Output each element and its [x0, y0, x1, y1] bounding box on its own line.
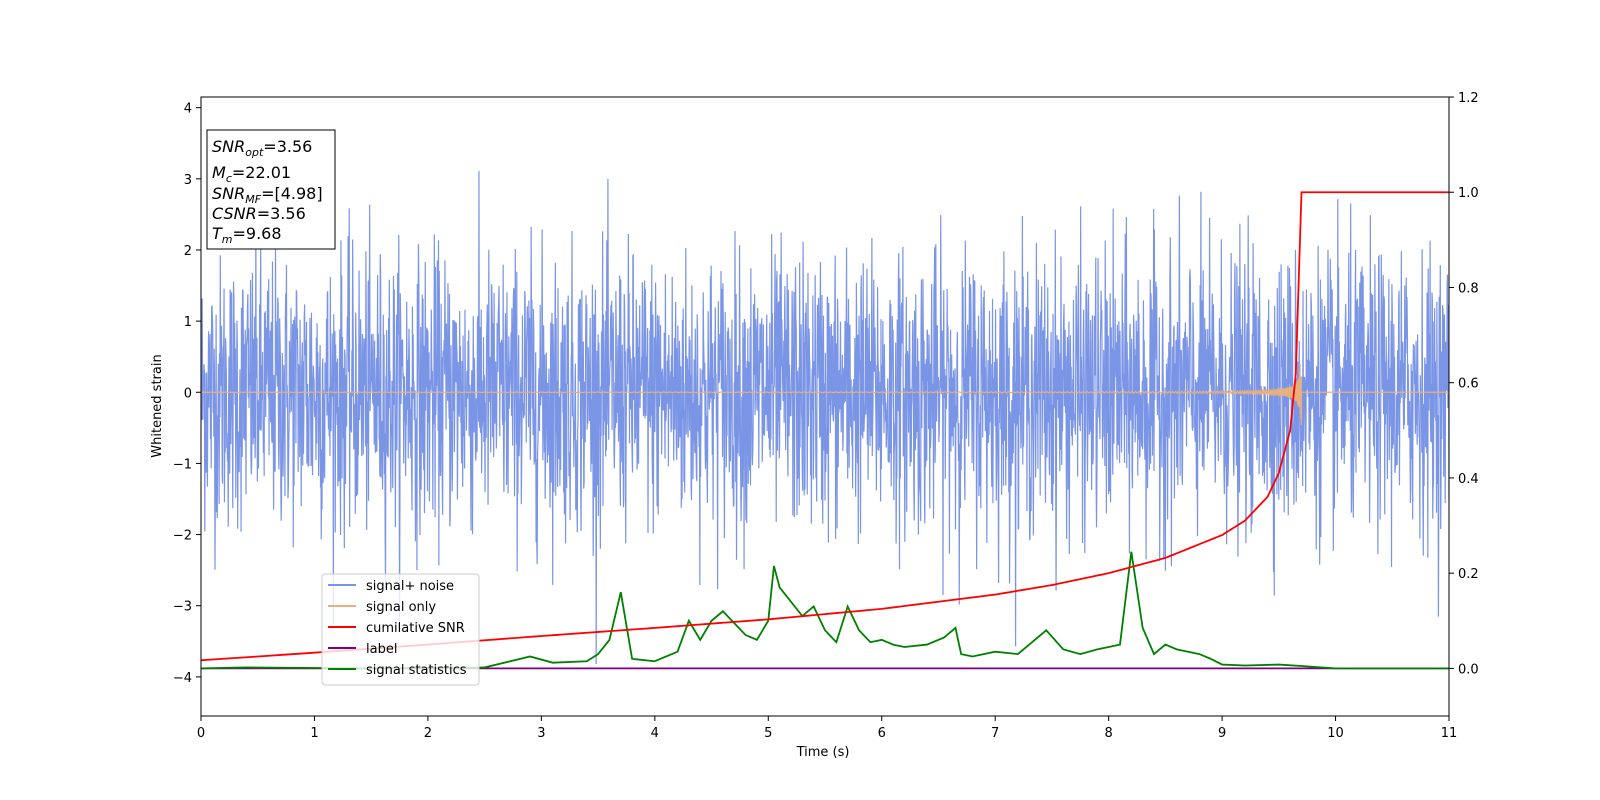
series-signal-statistics-line — [201, 551, 1449, 670]
legend-label-signal-noise: signal+ noise — [366, 579, 454, 594]
y-axis-left: 4 3 2 1 0 −1 −2 −3 −4 — [173, 102, 201, 686]
info-tm: Tm=9.68 — [212, 224, 282, 246]
x-tick-label: 8 — [1104, 726, 1112, 741]
info-box-frame — [206, 129, 336, 250]
legend-label-cumulative-snr: cumilative SNR — [366, 621, 465, 636]
y2-tick-label: 0.8 — [1458, 281, 1479, 296]
info-mc: Mc=22.01 — [212, 163, 291, 185]
y-tick-label: −2 — [173, 529, 192, 544]
legend-label-signal-only: signal only — [366, 600, 436, 615]
plot-frame — [200, 96, 1450, 717]
y-tick-label: −3 — [173, 600, 192, 615]
info-snr-opt: SNRopt=3.56 — [212, 137, 312, 159]
x-tick-label: 5 — [764, 726, 772, 741]
series-cumulative-snr-line — [201, 191, 1449, 662]
info-box: SNRopt=3.56 Mc=22.01 SNRMF=[4.98] CSNR=3… — [206, 129, 336, 250]
y2-tick-label: 1.0 — [1458, 186, 1479, 201]
y2-tick-label: 0.4 — [1458, 472, 1479, 487]
y-tick-label: 1 — [184, 315, 192, 330]
legend-label-signal-statistics: signal statistics — [366, 663, 467, 678]
x-tick-label: 2 — [424, 726, 432, 741]
y-axis-right: 1.2 1.0 0.8 0.6 0.4 0.2 0.0 — [1449, 91, 1479, 677]
y2-tick-label: 0.6 — [1458, 377, 1479, 392]
signal-only-series — [201, 364, 1449, 425]
x-tick-label: 10 — [1327, 726, 1344, 741]
x-tick-label: 9 — [1218, 726, 1226, 741]
x-tick-label: 4 — [651, 726, 659, 741]
y2-tick-label: 0.2 — [1458, 567, 1479, 582]
y-tick-label: 4 — [184, 102, 192, 117]
x-tick-label: 0 — [197, 726, 205, 741]
legend-label-label: label — [366, 642, 397, 657]
x-tick-label: 3 — [537, 726, 545, 741]
y-tick-label: 2 — [184, 244, 192, 259]
signal-plus-noise-series — [201, 170, 1449, 665]
y2-tick-label: 1.2 — [1458, 91, 1479, 106]
x-axis: 0 1 2 3 4 5 6 7 8 9 10 11 — [197, 716, 1457, 741]
x-tick-label: 7 — [991, 726, 999, 741]
x-axis-label: Time (s) — [796, 745, 850, 760]
y-tick-label: −4 — [173, 671, 192, 686]
info-csnr: CSNR=3.56 — [212, 204, 306, 223]
y-tick-label: 0 — [184, 386, 192, 401]
x-tick-label: 1 — [310, 726, 318, 741]
legend: signal+ noise signal only cumilative SNR… — [321, 573, 480, 686]
legend-frame — [321, 573, 480, 686]
series-signal-noise-line — [201, 170, 1449, 665]
y2-tick-label: 0.0 — [1458, 662, 1479, 677]
info-snr-mf: SNRMF=[4.98] — [212, 184, 323, 206]
series-signal-only-line — [201, 364, 1449, 425]
x-tick-label: 6 — [878, 726, 886, 741]
y-axis-label: Whitened strain — [150, 354, 165, 457]
x-tick-label: 11 — [1441, 726, 1458, 741]
y-tick-label: 3 — [184, 173, 192, 188]
y-tick-label: −1 — [173, 457, 192, 472]
